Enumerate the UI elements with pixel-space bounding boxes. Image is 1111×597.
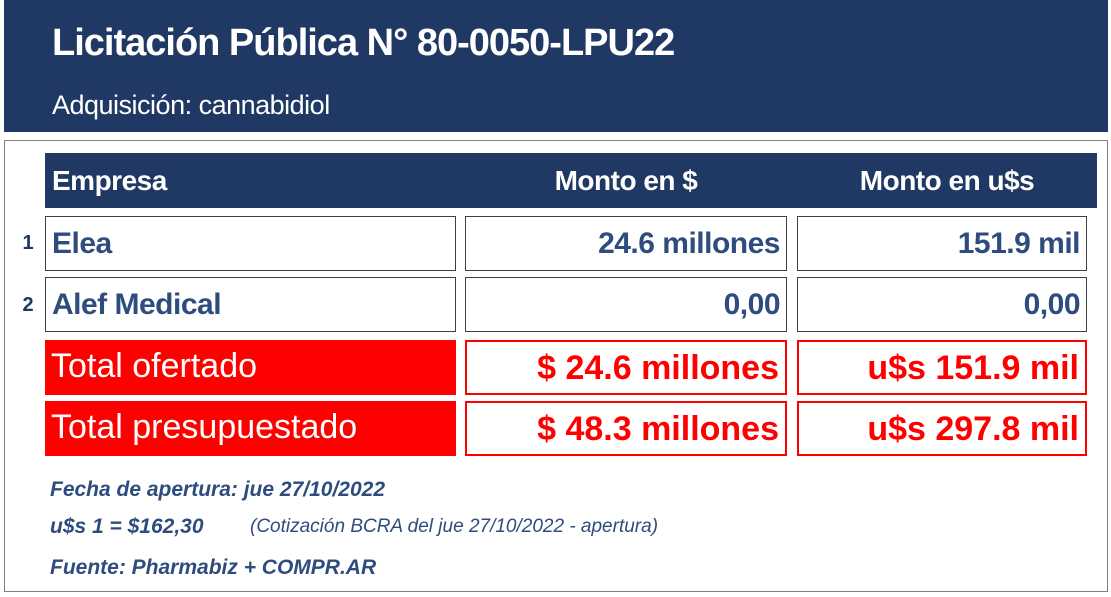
total-label: Total ofertado: [45, 340, 456, 395]
total-ars: $ 24.6 millones: [465, 340, 787, 395]
amount-usd: 151.9 mil: [797, 216, 1087, 271]
header-band: [4, 0, 1108, 132]
company: Elea: [45, 216, 456, 271]
title: Licitación Pública N° 80-0050-LPU22: [52, 22, 675, 64]
row-index: 2: [22, 294, 34, 316]
company: Alef Medical: [45, 277, 456, 332]
total-label: Total presupuestado: [45, 401, 456, 456]
total-usd: u$s 297.8 mil: [797, 401, 1087, 456]
total-usd: u$s 151.9 mil: [797, 340, 1087, 395]
note-date: Fecha de apertura: jue 27/10/2022: [50, 478, 386, 501]
amount-ars: 0,00: [465, 277, 787, 332]
total-ars: $ 48.3 millones: [465, 401, 787, 456]
subtitle: Adquisición: cannabidiol: [52, 90, 330, 120]
frame: [4, 140, 1108, 592]
note-rate-detail: (Cotización BCRA del jue 27/10/2022 - ap…: [250, 516, 659, 537]
column-header: Monto en $: [465, 153, 787, 208]
amount-usd: 0,00: [797, 277, 1087, 332]
column-header: Monto en u$s: [797, 153, 1097, 208]
column-header: Empresa: [52, 153, 167, 208]
row-index: 1: [22, 232, 34, 254]
note-source: Fuente: Pharmabiz + COMPR.AR: [50, 556, 377, 579]
amount-ars: 24.6 millones: [465, 216, 787, 271]
note-rate: u$s 1 = $162,30: [50, 515, 204, 538]
